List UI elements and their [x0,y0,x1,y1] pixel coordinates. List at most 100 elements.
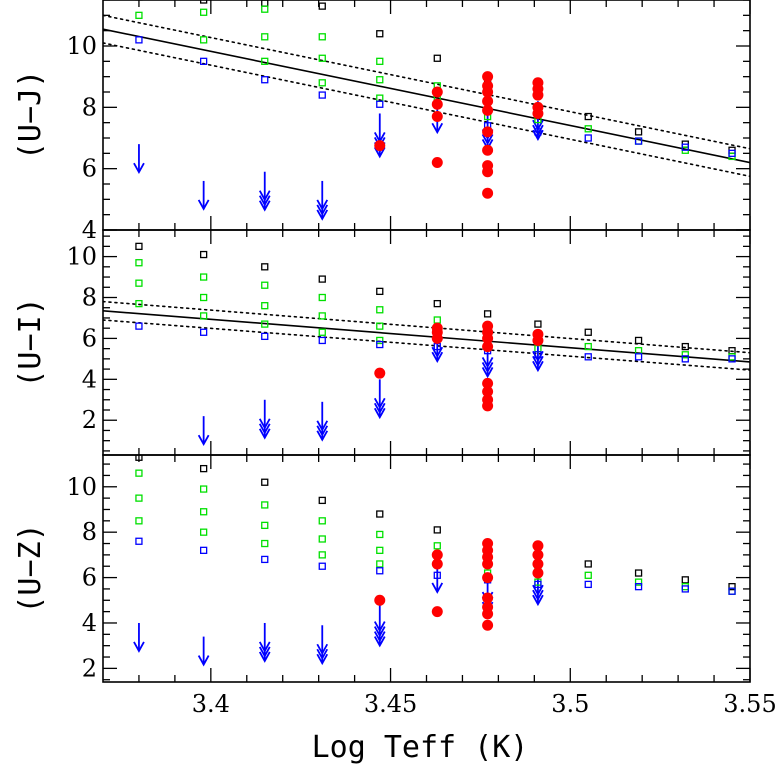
data-point-black [584,328,592,336]
data-point-black [433,299,441,308]
data-point-black [376,287,384,296]
arrow-head [133,162,145,174]
panel-frame [102,229,751,456]
data-point-black [681,342,689,351]
upper-limit-arrow [197,180,210,211]
data-point-red [482,166,494,178]
data-point-green [376,560,384,568]
arrow-head [431,582,444,594]
data-point-red [532,567,544,579]
data-point-green [681,583,689,591]
data-point-black [261,478,269,486]
data-point-red [374,594,386,606]
data-point-green [318,312,326,320]
upper-limit-arrow [133,622,145,653]
data-point-green [376,76,384,84]
arrow-head [373,397,386,410]
data-point-green [318,328,326,336]
x-tick-label: 3.5 [551,690,589,718]
y-tick-label: 10 [66,32,97,60]
arrow-head [133,641,145,653]
upper-limit-arrow [133,144,145,174]
data-point-blue [135,322,143,330]
data-point-green [261,33,269,41]
y-axis-label: (U−I) [13,297,48,387]
data-point-red [482,144,494,156]
data-point-black [681,576,689,584]
data-point-red [482,386,494,398]
data-point-black [584,112,592,121]
data-point-green [376,306,384,314]
data-point-blue [534,128,542,136]
y-tick-label: 8 [82,518,97,546]
upper-limit-arrow [373,602,386,648]
data-point-black [261,0,269,7]
data-point-blue [728,149,736,157]
data-point-red [431,86,443,98]
data-point-blue [634,137,643,145]
arrow-head [258,190,271,202]
x-tick-label: 3.4 [192,690,230,718]
arrow-head [197,199,210,211]
data-point-red [532,540,544,552]
data-point-blue [728,587,736,595]
fit-bound-line [103,42,750,178]
data-point-red [482,341,494,353]
data-point-green [135,469,143,477]
data-point-blue [318,336,326,345]
arrow-head [532,360,544,373]
series-red [374,538,544,631]
data-point-blue [584,580,592,589]
data-point-green [199,508,208,516]
data-point-green [584,125,592,133]
arrow-head [258,646,271,658]
y-tick-label: 6 [82,564,97,592]
data-point-red [374,367,386,379]
y-tick-label: 8 [82,93,97,121]
data-point-blue [376,100,384,108]
data-point-black [634,569,643,577]
arrow-head [316,653,329,666]
data-point-green [318,551,326,559]
data-point-green [199,485,208,493]
arrow-head [481,133,494,146]
data-point-red [482,377,494,389]
arrow-head [258,418,271,430]
data-point-black [584,560,592,568]
x-tick-label: 3.55 [723,690,776,718]
data-point-green [261,281,269,289]
data-point-green [199,312,208,320]
series-black [135,242,736,355]
arrow-head [373,626,386,638]
data-point-green [376,57,384,65]
data-point-red [532,558,544,570]
arrow-head [431,122,444,135]
data-point-blue [584,134,592,142]
data-point-green [681,351,689,359]
data-point-green [261,302,269,310]
y-tick-label: 6 [82,155,97,183]
series-green [135,259,736,361]
series-blue [135,36,736,157]
data-point-green [261,521,269,530]
arrow-head [373,402,386,415]
data-point-green [135,299,143,308]
data-point-red [374,140,386,152]
data-point-blue [681,585,689,593]
data-point-black [318,496,326,505]
data-point-red [482,126,494,138]
data-point-blue [318,91,326,99]
data-point-green [261,5,269,13]
arrow-head [258,641,271,653]
series-green [135,469,736,595]
data-point-blue [135,36,143,44]
data-point-blue [199,57,208,65]
data-point-blue [681,143,689,151]
data-point-red [482,572,494,584]
arrow-head [481,356,494,369]
arrow-head [532,594,544,607]
data-point-blue [534,580,542,589]
data-point-green [199,528,208,536]
data-point-green [376,546,384,554]
